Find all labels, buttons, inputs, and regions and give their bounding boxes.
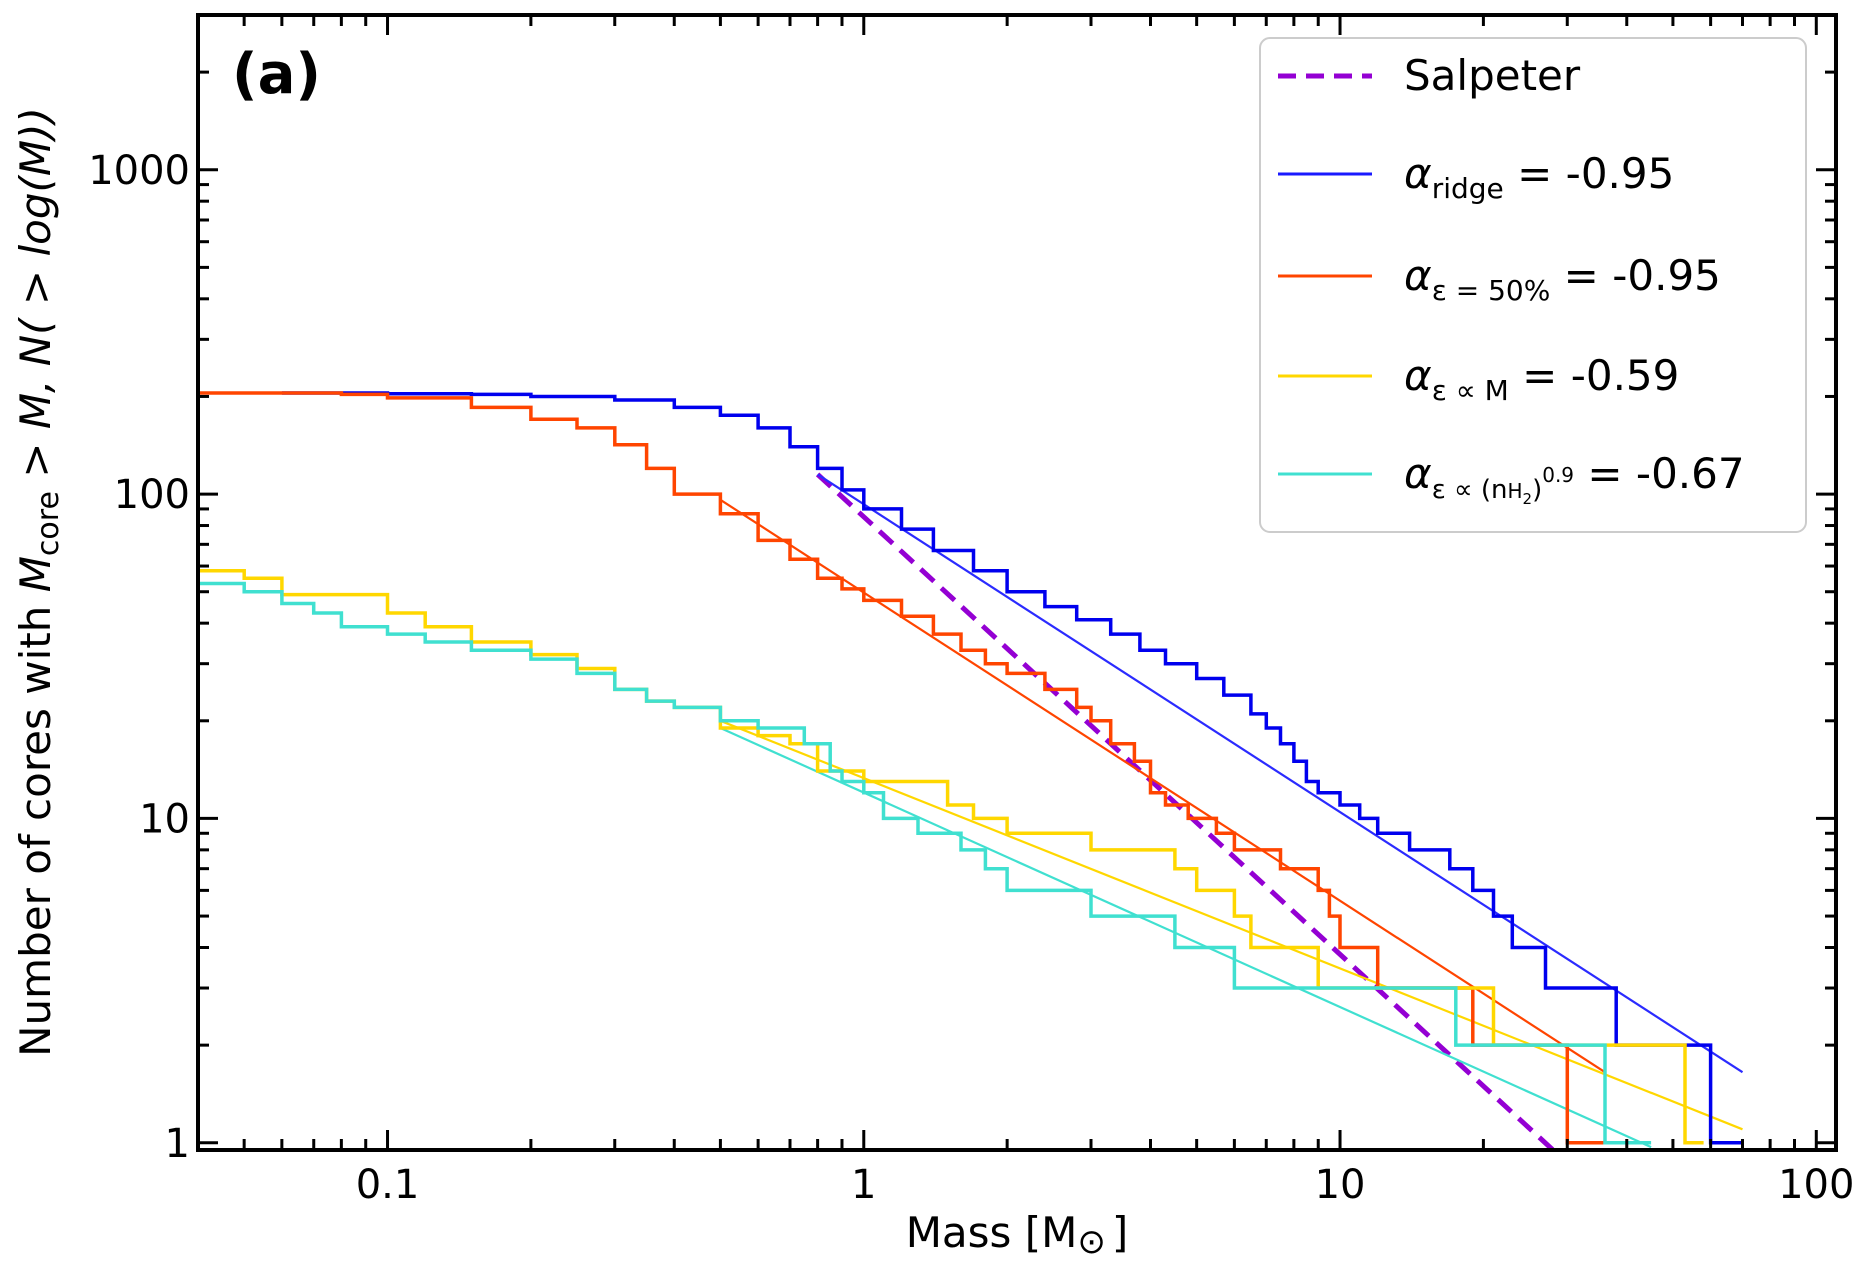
- legend-label-eps50: αε = 50% = -0.95: [1404, 251, 1721, 307]
- tick-labels: 0.1 1 10 100 1 10 100 1000: [88, 148, 1854, 1208]
- series-salpeter_fit: [815, 472, 1555, 1150]
- y-tick-label: 1: [165, 1121, 190, 1167]
- y-axis-title-suffix: > M, N( > log(M)): [11, 107, 60, 491]
- y-tick-label: 10: [139, 796, 190, 842]
- x-axis-title-text: Mass [M: [906, 1208, 1078, 1257]
- plot-frame: [196, 13, 1838, 1152]
- y-tick-label: 100: [114, 472, 190, 518]
- x-axis-title-symbol: ⊙: [1077, 1222, 1106, 1262]
- x-tick-label: 0.1: [356, 1162, 420, 1208]
- legend: Salpeter αridge = -0.95 αε = 50% = -0.95…: [1259, 37, 1807, 533]
- series-layer: [198, 391, 1744, 1150]
- y-axis-title: Number of cores with Mcore > M, N( > log…: [11, 107, 66, 1057]
- legend-label-epsM: αε ∝ M = -0.59: [1404, 351, 1679, 407]
- x-axis-title-close: ]: [1112, 1208, 1128, 1257]
- legend-box: [1259, 37, 1807, 533]
- series-epsM_fit: [719, 719, 1743, 1131]
- panel-label: (a): [232, 42, 321, 107]
- y-axis-title-M: M: [11, 556, 60, 592]
- legend-label-salpeter: Salpeter: [1404, 51, 1581, 100]
- y-axis-title-prefix: Number of cores with: [11, 592, 60, 1057]
- series-eps50: [198, 391, 1605, 1145]
- series-epsM: [198, 569, 1704, 1145]
- series-eps50_fit: [719, 498, 1606, 1074]
- legend-label-ridge: αridge = -0.95: [1404, 149, 1674, 205]
- y-tick-label: 1000: [88, 148, 190, 194]
- y-axis-title-sub: core: [31, 491, 66, 556]
- series-ridge: [281, 391, 1743, 1145]
- series-epsn: [198, 581, 1652, 1145]
- legend-label-epsn: αε ∝ (nH2)0.9 = -0.67: [1404, 449, 1745, 508]
- series-ridge_fit: [817, 473, 1744, 1074]
- x-tick-label: 1: [851, 1162, 876, 1208]
- series-epsn_fit: [719, 726, 1652, 1149]
- x-tick-label: 10: [1315, 1162, 1366, 1208]
- x-tick-label: 100: [1778, 1162, 1854, 1208]
- x-axis-title: Mass [M⊙]: [906, 1208, 1129, 1262]
